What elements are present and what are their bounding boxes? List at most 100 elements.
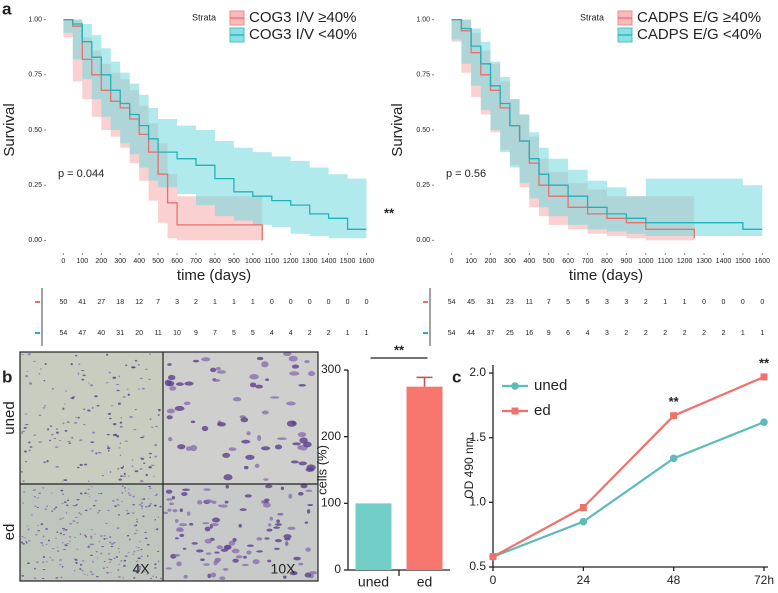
cell bbox=[108, 449, 110, 452]
cell bbox=[131, 459, 134, 461]
cell bbox=[122, 475, 127, 477]
cell bbox=[87, 546, 91, 548]
cell bbox=[132, 553, 134, 556]
cell bbox=[98, 510, 101, 512]
cell bbox=[110, 405, 114, 407]
cell bbox=[246, 550, 252, 555]
y-axis-label: Survival bbox=[389, 103, 406, 156]
cell bbox=[84, 534, 86, 537]
cell bbox=[117, 468, 120, 470]
cell bbox=[267, 559, 272, 563]
cell bbox=[261, 500, 265, 504]
risk-count: 40 bbox=[97, 330, 105, 337]
cell bbox=[265, 378, 270, 382]
cell bbox=[74, 354, 78, 357]
x-tick-label: 900 bbox=[228, 258, 240, 265]
cell bbox=[202, 522, 210, 525]
cell bbox=[58, 559, 63, 561]
cell bbox=[106, 447, 111, 450]
legend-label: COG3 I/V ≥40% bbox=[249, 9, 356, 26]
cell bbox=[256, 537, 263, 541]
micrograph bbox=[20, 352, 163, 484]
cell bbox=[141, 507, 143, 510]
risk-count: 1 bbox=[213, 299, 217, 306]
cell bbox=[146, 573, 149, 575]
y-tick-label: 0.5 bbox=[469, 559, 486, 573]
cell bbox=[148, 487, 152, 489]
cell bbox=[273, 526, 280, 529]
line bbox=[492, 421, 765, 558]
cell bbox=[232, 396, 242, 402]
cell bbox=[75, 559, 78, 561]
cell bbox=[135, 571, 138, 574]
cell bbox=[91, 543, 94, 545]
cell bbox=[179, 508, 183, 513]
cell bbox=[56, 546, 59, 548]
risk-count: 44 bbox=[467, 330, 475, 337]
significance: ** bbox=[384, 205, 395, 220]
cell bbox=[45, 528, 49, 530]
cell bbox=[47, 428, 50, 431]
risk-count: 1 bbox=[663, 299, 667, 306]
cell bbox=[42, 407, 46, 409]
cell bbox=[115, 556, 119, 558]
cell bbox=[222, 567, 229, 571]
cell bbox=[53, 437, 57, 439]
cell bbox=[43, 379, 46, 382]
cell bbox=[228, 540, 236, 546]
cell bbox=[120, 475, 123, 478]
cell bbox=[120, 559, 123, 562]
risk-count: 1 bbox=[760, 330, 764, 337]
cell bbox=[149, 353, 151, 355]
cell bbox=[153, 475, 155, 477]
cell bbox=[217, 422, 226, 427]
cell bbox=[62, 407, 65, 410]
cell bbox=[40, 523, 44, 526]
cell bbox=[33, 505, 37, 507]
cell bbox=[70, 362, 73, 366]
cell bbox=[92, 504, 96, 507]
cell bbox=[36, 561, 39, 563]
cell bbox=[105, 538, 109, 540]
cell bbox=[21, 430, 26, 433]
magnification: 4X bbox=[132, 561, 150, 577]
risk-count: 27 bbox=[97, 299, 105, 306]
cell bbox=[305, 489, 313, 492]
cell bbox=[274, 523, 282, 526]
cell bbox=[53, 508, 56, 510]
cell bbox=[23, 537, 26, 539]
cell bbox=[288, 355, 298, 362]
x-tick-label: 1400 bbox=[321, 258, 337, 265]
cell bbox=[110, 545, 114, 548]
cell bbox=[71, 396, 75, 400]
cell bbox=[134, 470, 139, 473]
cell bbox=[21, 574, 25, 577]
cell bbox=[282, 351, 292, 357]
cell bbox=[205, 552, 212, 555]
cell bbox=[116, 504, 120, 506]
cell bbox=[274, 444, 283, 450]
cell bbox=[79, 533, 82, 535]
cell bbox=[32, 489, 35, 491]
cell bbox=[119, 421, 123, 424]
cell bbox=[306, 509, 311, 514]
cell bbox=[137, 566, 142, 568]
cell bbox=[204, 526, 211, 532]
cell bbox=[149, 503, 153, 505]
cell bbox=[20, 471, 24, 473]
cell bbox=[117, 402, 121, 405]
risk-count: 4 bbox=[270, 330, 274, 337]
cell bbox=[61, 502, 64, 504]
cell bbox=[203, 563, 210, 566]
magnification: 10X bbox=[271, 561, 297, 577]
cell bbox=[140, 548, 143, 551]
risk-count: 11 bbox=[526, 299, 533, 306]
cell bbox=[30, 514, 33, 516]
cell bbox=[38, 414, 42, 416]
x-tick-label: 400 bbox=[133, 258, 145, 265]
cell bbox=[158, 408, 161, 412]
cell bbox=[159, 505, 162, 508]
cell bbox=[137, 547, 141, 549]
cell bbox=[122, 565, 126, 567]
cell bbox=[109, 536, 112, 538]
